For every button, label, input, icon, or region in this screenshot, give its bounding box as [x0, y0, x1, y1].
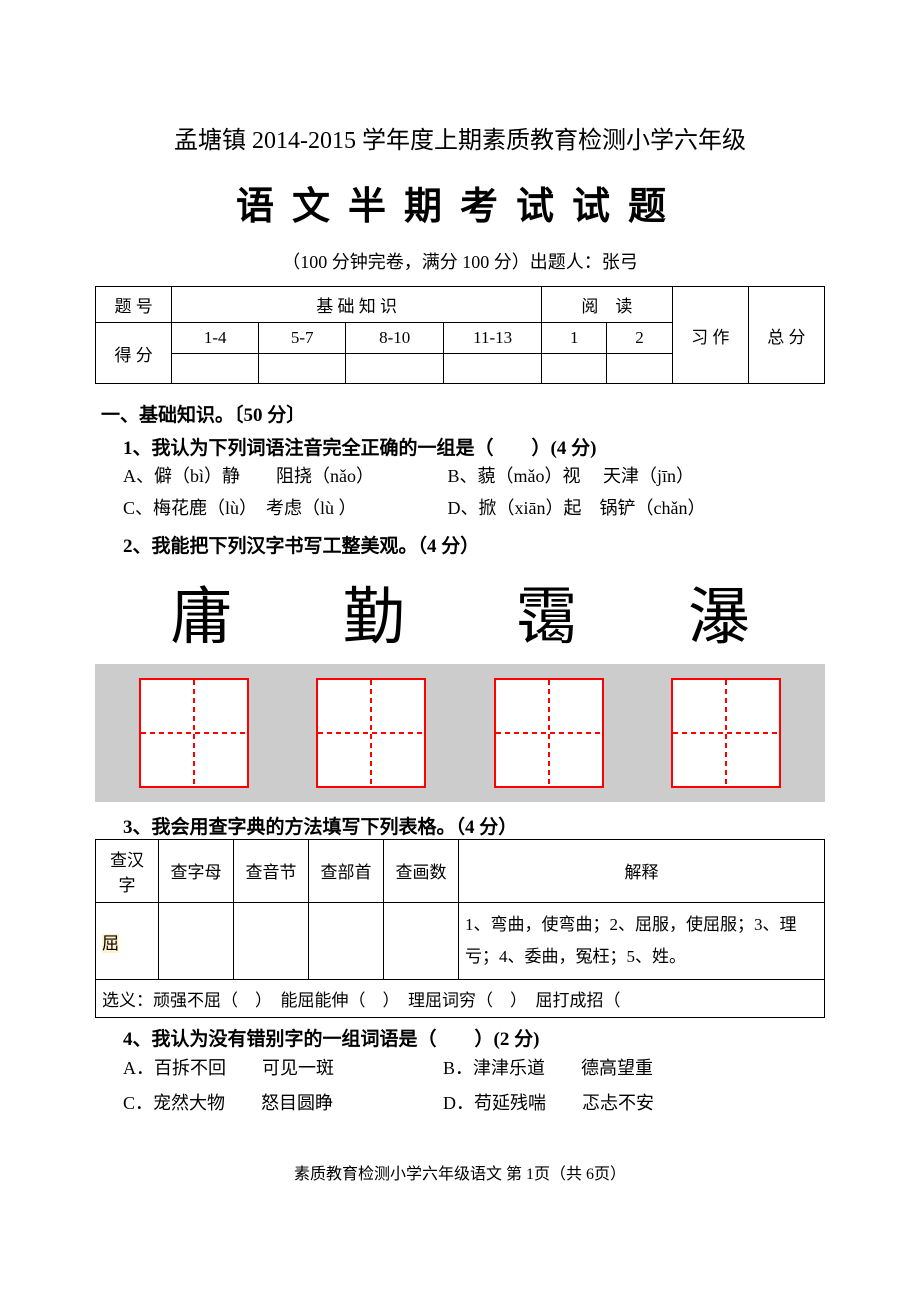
tianzi-box: [494, 678, 604, 788]
dict-h5: 查画数: [384, 839, 459, 902]
char-1: 庸: [170, 566, 232, 656]
cell-num-label: 题 号: [96, 287, 172, 323]
cell-basic-label: 基 础 知 识: [172, 287, 542, 323]
example-chars-row: 庸 勤 霭 瀑: [115, 566, 805, 656]
tianzi-box: [139, 678, 249, 788]
blank-cell: [259, 354, 346, 384]
dict-select-row: 选义：顽强不屈（ ） 能屈能伸（ ） 理屈词穷（ ） 屈打成招（: [96, 980, 825, 1018]
col-5-7: 5-7: [259, 323, 346, 354]
question-2: 2、我能把下列汉字书写工整美观。（4 分）: [123, 531, 825, 558]
tianzi-svg: [671, 678, 781, 788]
blank-cell: [346, 354, 444, 384]
dictionary-table: 查汉字 查字母 查音节 查部首 查画数 解释 屈 1、弯曲，使弯曲；2、屈服，使…: [95, 839, 825, 1019]
dict-h1: 查汉字: [96, 839, 159, 902]
col-r1: 1: [542, 323, 607, 354]
dict-h3: 查音节: [234, 839, 309, 902]
char-4: 瀑: [688, 566, 750, 656]
char-2: 勤: [343, 566, 405, 656]
q1-option-c: C、梅花鹿（lù） 考虑（lù ）: [123, 492, 443, 524]
tianzi-box: [671, 678, 781, 788]
blank-cell: [159, 902, 234, 980]
col-11-13: 11-13: [444, 323, 542, 354]
blank-cell: [384, 902, 459, 980]
tianzi-svg: [316, 678, 426, 788]
q4-options: A．百拆不回 可见一斑 B．津津乐道 德高望重 C．宠然大物 怒目圆睁 D．苟延…: [123, 1051, 825, 1119]
blank-cell: [172, 354, 259, 384]
cell-write-label: 习 作: [672, 287, 748, 384]
blank-cell: [234, 902, 309, 980]
writing-grid-strip: [95, 664, 825, 802]
tianzi-svg: [139, 678, 249, 788]
q1-option-a: A、僻（bì）静 阻挠（nǎo）: [123, 460, 443, 492]
col-r2: 2: [607, 323, 672, 354]
tianzi-box: [316, 678, 426, 788]
q1-option-d: D、掀（xiān）起 锅铲（chǎn）: [448, 492, 706, 524]
cell-score-label: 得 分: [96, 323, 172, 384]
dict-char-cell: 屈: [96, 902, 159, 980]
blank-cell: [542, 354, 607, 384]
q4-option-c: C．宠然大物 怒目圆睁: [123, 1086, 443, 1120]
blank-cell: [607, 354, 672, 384]
section-1-heading: 一、基础知识。〔50 分〕: [101, 400, 825, 427]
question-3: 3、我会用查字典的方法填写下列表格。（4 分）: [123, 812, 825, 839]
title-line-2: 语文半期考试试题: [95, 175, 825, 230]
dict-char: 屈: [102, 934, 119, 953]
score-table: 题 号 基 础 知 识 阅 读 习 作 总 分 得 分 1-4 5-7 8-10…: [95, 286, 825, 384]
dict-h6: 解释: [459, 839, 825, 902]
exam-subtitle: （100 分钟完卷，满分 100 分）出题人：张弓: [95, 248, 825, 274]
q4-option-d: D．苟延残喘 忑忐不安: [443, 1086, 654, 1120]
dict-h4: 查部首: [309, 839, 384, 902]
col-1-4: 1-4: [172, 323, 259, 354]
col-8-10: 8-10: [346, 323, 444, 354]
question-1: 1、我认为下列词语注音完全正确的一组是（ ）(4 分): [123, 433, 825, 460]
title-line-1: 孟塘镇 2014-2015 学年度上期素质教育检测小学六年级: [95, 120, 825, 155]
q4-option-a: A．百拆不回 可见一斑: [123, 1051, 443, 1085]
cell-total-label: 总 分: [748, 287, 824, 384]
blank-cell: [309, 902, 384, 980]
char-3: 霭: [515, 566, 577, 656]
page-footer: 素质教育检测小学六年级语文 第 1页（共 6页）: [95, 1160, 825, 1184]
q1-option-b: B、藐（mǎo）视 天津（jīn）: [448, 460, 695, 492]
q4-option-b: B．津津乐道 德高望重: [443, 1051, 653, 1085]
blank-cell: [444, 354, 542, 384]
tianzi-svg: [494, 678, 604, 788]
dict-explanation: 1、弯曲，使弯曲；2、屈服，使屈服；3、理亏；4、委曲，冤枉；5、姓。: [459, 902, 825, 980]
cell-read-label: 阅 读: [542, 287, 673, 323]
dict-h2: 查字母: [159, 839, 234, 902]
question-4: 4、我认为没有错别字的一组词语是（ ）(2 分): [123, 1024, 825, 1051]
q1-options: A、僻（bì）静 阻挠（nǎo） B、藐（mǎo）视 天津（jīn） C、梅花鹿…: [123, 460, 825, 525]
